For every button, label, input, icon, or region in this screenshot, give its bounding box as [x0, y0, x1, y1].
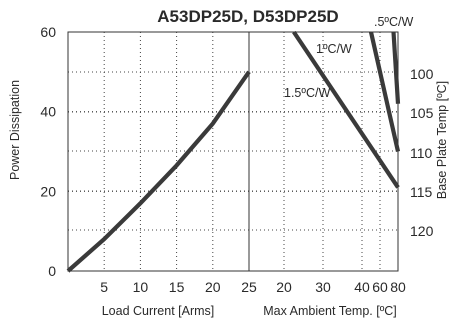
series-label: .5ºC/W — [374, 15, 413, 29]
x-tick-label-left: 15 — [169, 279, 185, 295]
x-axis-label-right: Max Ambient Temp. [ºC] — [263, 304, 397, 318]
y-tick-label-left: 40 — [40, 104, 56, 120]
y-axis-label-left: Power Dissipation — [8, 80, 22, 180]
series-annotations: .5ºC/W 1ºC/W 1.5ºC/W — [284, 15, 413, 100]
x-tick-label-right: 20 — [276, 279, 292, 295]
y-tick-label-left: 60 — [40, 24, 56, 40]
x-tick-label-right: 80 — [390, 279, 406, 295]
y2-tick-label: 115 — [410, 184, 433, 200]
series-label: 1ºC/W — [316, 42, 352, 56]
y2-tick-label: 120 — [410, 223, 434, 239]
y-tick-label-left: 0 — [48, 263, 56, 279]
x-tick-label-right: 30 — [315, 279, 331, 295]
y2-tick-label: 110 — [410, 145, 433, 161]
x-tick-label-right: 60 — [372, 279, 388, 295]
y-axis-label-right: Base Plate Temp [ºC] — [435, 81, 449, 199]
power-dissipation-curve — [66, 70, 251, 273]
x-tick-label-left: 10 — [133, 279, 149, 295]
x-tick-label-left: 5 — [100, 279, 108, 295]
derating-line-3 — [292, 30, 400, 189]
grid-lines — [68, 32, 398, 271]
series-label: 1.5ºC/W — [284, 86, 330, 100]
x-tick-label-left: 20 — [205, 279, 221, 295]
y2-tick-label: 100 — [410, 66, 434, 82]
x-tick-label-left: 25 — [241, 279, 257, 295]
y2-tick-label: 105 — [410, 105, 434, 121]
series-lines — [66, 30, 401, 273]
derating-line-2 — [368, 31, 401, 152]
x-axis-label-left: Load Current [Arms] — [102, 304, 215, 318]
chart-title: A53DP25D, D53DP25D — [157, 7, 338, 26]
x-tick-label-right: 40 — [354, 279, 370, 295]
y-tick-label-left: 20 — [40, 183, 56, 199]
derating-line-1 — [391, 31, 401, 104]
